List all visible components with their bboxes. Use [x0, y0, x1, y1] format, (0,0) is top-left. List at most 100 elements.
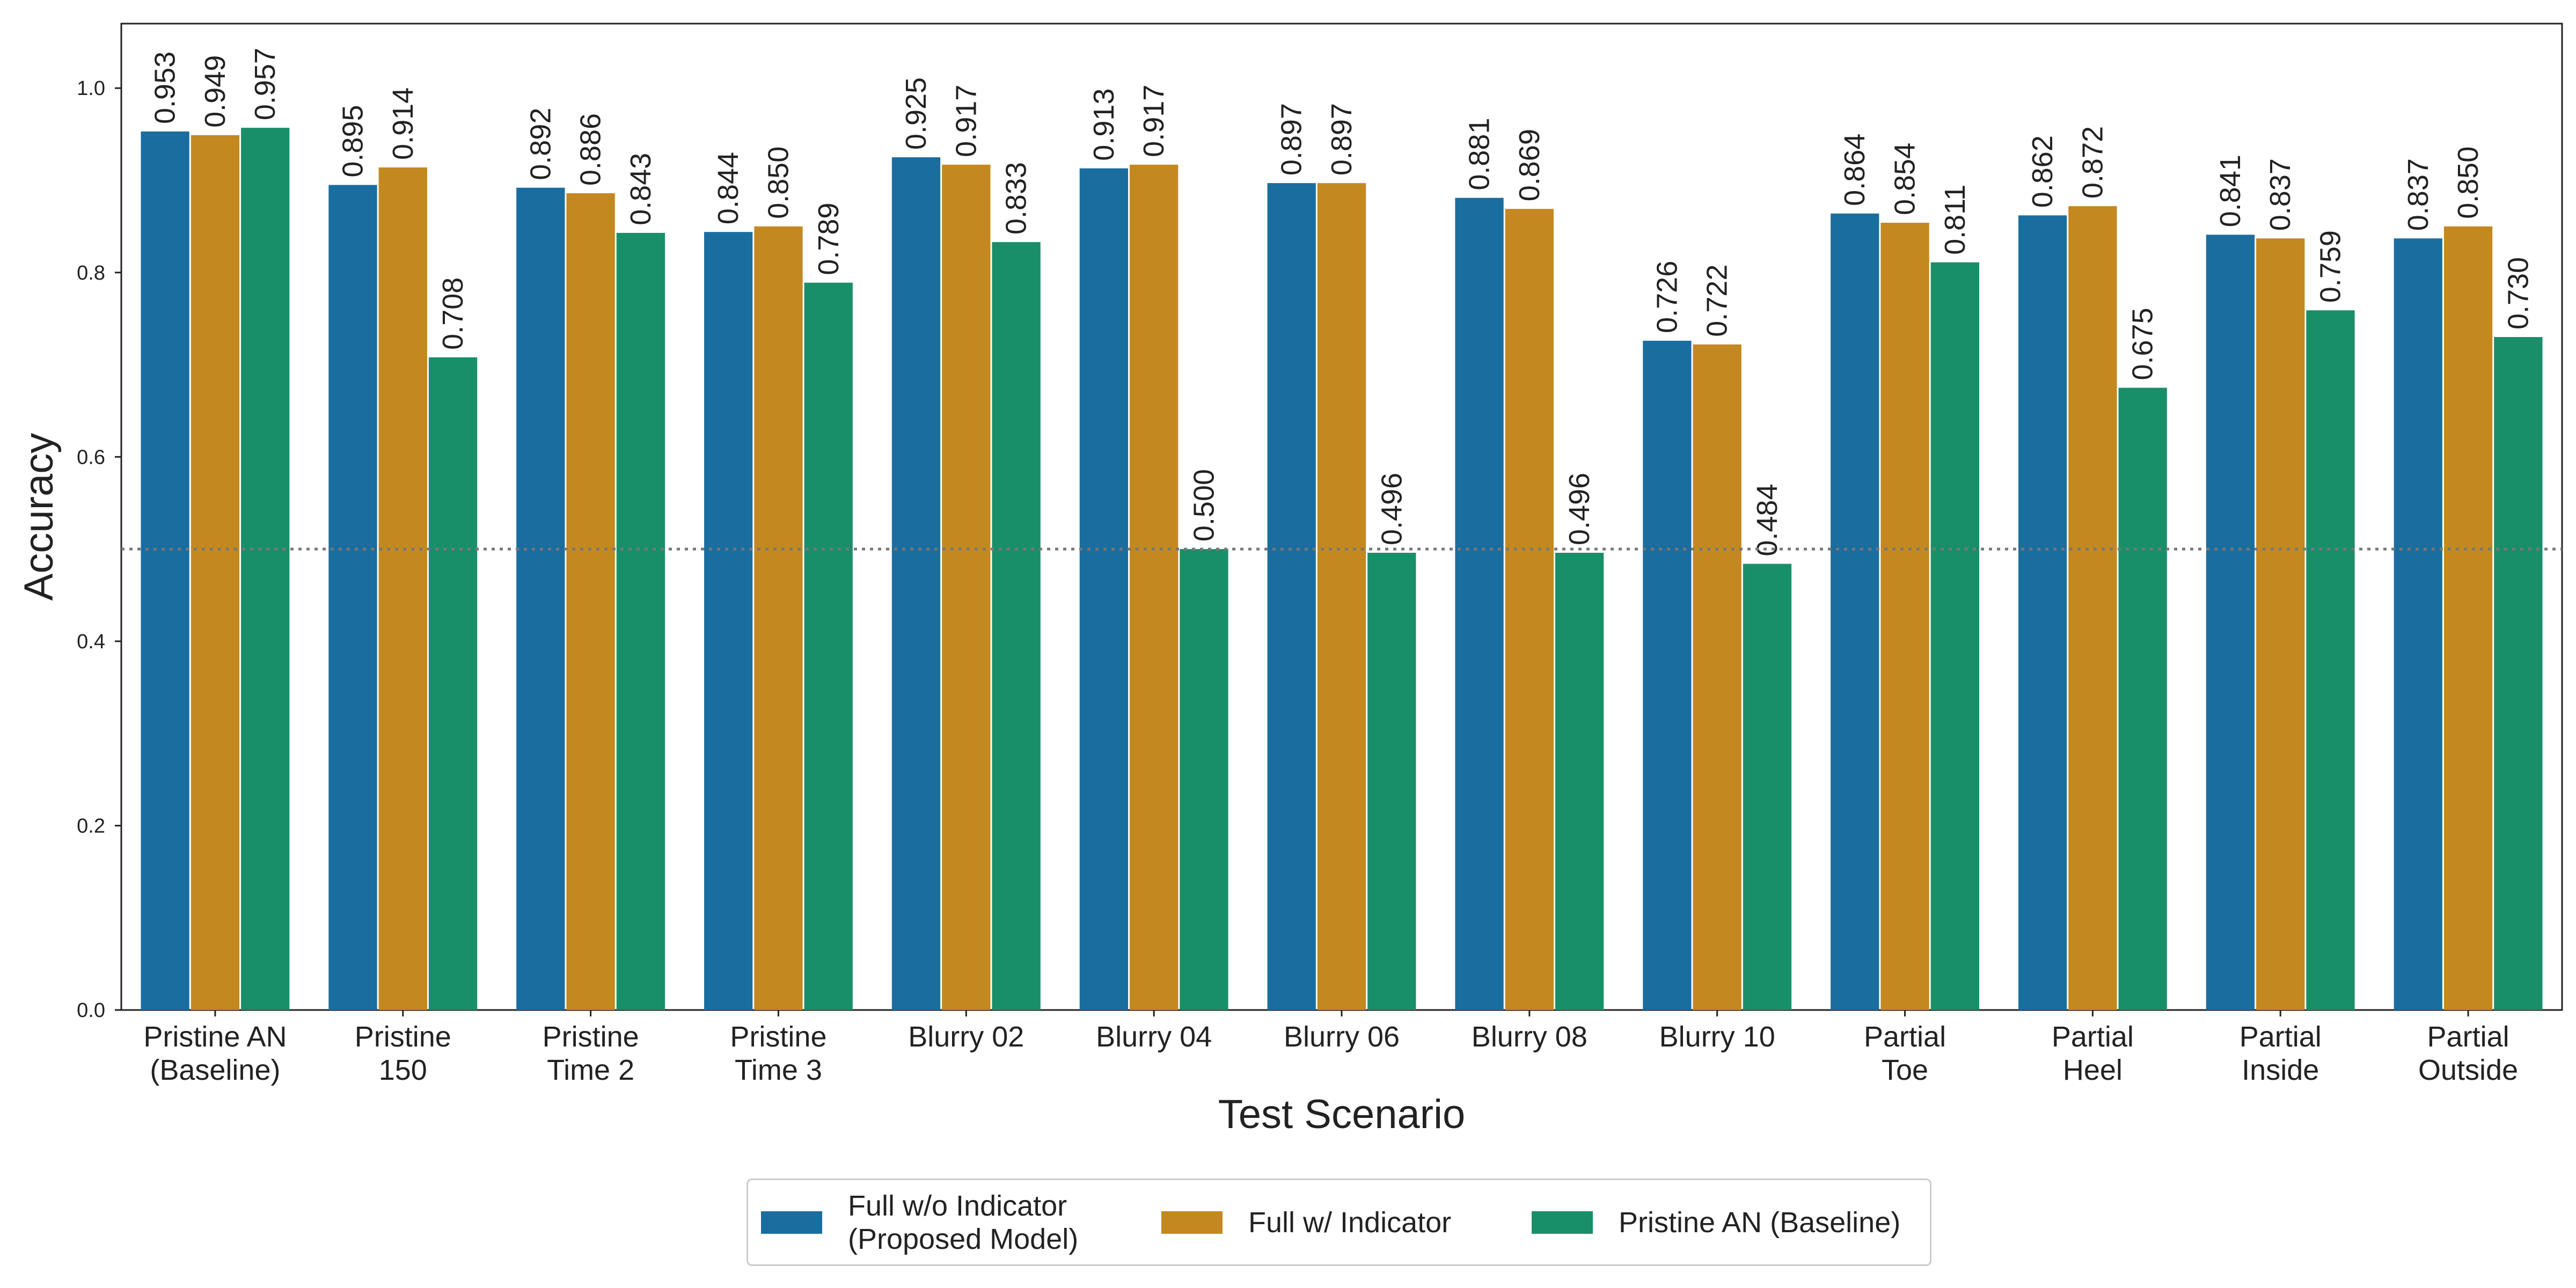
- bar-full-w-o-indicator-pristine-an-baseline: [141, 131, 189, 1011]
- y-tick-label: 0.0: [77, 999, 105, 1022]
- bar-pristine-an-baseline-blurry-08: [1555, 552, 1604, 1010]
- data-label-full-w-o-indicator-blurry-08: 0.881: [1463, 118, 1496, 191]
- data-label-pristine-an-baseline-partial-toe: 0.811: [1939, 185, 1971, 255]
- data-label-pristine-an-baseline-blurry-06: 0.496: [1375, 473, 1408, 545]
- x-tick-label: Time 3: [735, 1054, 822, 1086]
- bar-full-w-o-indicator-partial-toe: [1831, 213, 1879, 1011]
- x-axis: Pristine AN(Baseline)Pristine150Pristine…: [143, 1010, 2518, 1086]
- bar-full-w-indicator-blurry-08: [1505, 209, 1554, 1010]
- data-label-full-w-indicator-pristine-time-3: 0.850: [762, 147, 794, 219]
- x-tick-label: Partial: [1864, 1021, 1946, 1053]
- bar-pristine-an-baseline-blurry-10: [1743, 564, 1792, 1010]
- data-label-full-w-indicator-pristine-150: 0.914: [387, 87, 419, 160]
- bar-full-w-indicator-blurry-10: [1693, 344, 1741, 1010]
- legend-label-full-with-indicator: Full w/ Indicator: [1248, 1206, 1452, 1239]
- bar-full-w-o-indicator-partial-heel: [2018, 215, 2067, 1010]
- x-tick-label: Pristine: [543, 1021, 639, 1053]
- bar-full-w-indicator-blurry-06: [1317, 183, 1366, 1010]
- bar-pristine-an-baseline-partial-outside: [2494, 337, 2543, 1010]
- bar-full-w-indicator-partial-heel: [2068, 206, 2117, 1011]
- bar-full-w-o-indicator-blurry-04: [1079, 168, 1129, 1010]
- data-label-full-w-o-indicator-partial-toe: 0.864: [1839, 134, 1871, 206]
- x-tick-label: Toe: [1882, 1054, 1928, 1086]
- bar-full-w-indicator-pristine-time-2: [566, 193, 615, 1011]
- bar-full-w-o-indicator-blurry-06: [1267, 183, 1316, 1010]
- data-labels-layer: 0.953 0.895 0.892 0.844 0.925 0.913 0.897 0.881…: [149, 48, 2535, 557]
- bar-full-w-indicator-partial-toe: [1880, 223, 1929, 1010]
- x-tick-label: (Baseline): [150, 1054, 280, 1086]
- data-label-pristine-an-baseline-partial-heel: 0.675: [2127, 308, 2159, 380]
- x-tick-label: Heel: [2063, 1054, 2123, 1086]
- bar-full-w-indicator-partial-inside: [2256, 238, 2305, 1010]
- data-label-full-w-o-indicator-blurry-02: 0.925: [900, 77, 932, 150]
- y-tick-label: 0.2: [77, 815, 105, 837]
- data-label-pristine-an-baseline-blurry-04: 0.500: [1188, 469, 1220, 541]
- bar-full-w-indicator-pristine-150: [378, 167, 427, 1010]
- legend-item-full-without-indicator: Full w/o Indicator (Proposed Model): [761, 1189, 1161, 1256]
- bar-full-w-indicator-pristine-an-baseline: [191, 135, 240, 1010]
- bar-full-w-indicator-blurry-04: [1130, 164, 1179, 1010]
- x-tick-label: Partial: [2240, 1021, 2322, 1053]
- x-tick-label: Blurry 04: [1096, 1021, 1212, 1053]
- data-label-full-w-indicator-blurry-02: 0.917: [950, 85, 982, 157]
- data-label-full-w-o-indicator-partial-outside: 0.837: [2402, 158, 2434, 231]
- bar-full-w-o-indicator-blurry-10: [1643, 340, 1692, 1010]
- data-label-pristine-an-baseline-pristine-an-baseline: 0.957: [249, 48, 281, 120]
- bar-pristine-an-baseline-partial-toe: [1930, 262, 1979, 1011]
- data-label-full-w-indicator-blurry-08: 0.869: [1513, 129, 1546, 201]
- x-tick-label: Time 2: [547, 1054, 634, 1086]
- bar-full-w-o-indicator-pristine-time-2: [516, 187, 565, 1010]
- bar-pristine-an-baseline-blurry-04: [1180, 549, 1228, 1010]
- data-label-full-w-indicator-partial-outside: 0.850: [2452, 147, 2484, 219]
- data-label-full-w-indicator-blurry-10: 0.722: [1701, 265, 1733, 337]
- x-axis-title: Test Scenario: [1218, 1092, 1465, 1137]
- bar-full-w-o-indicator-blurry-02: [891, 157, 941, 1011]
- data-label-full-w-indicator-partial-heel: 0.872: [2076, 126, 2109, 199]
- bar-full-w-indicator-pristine-time-3: [754, 226, 803, 1011]
- y-tick-label: 0.6: [77, 446, 105, 469]
- x-tick-label: Pristine AN: [143, 1021, 287, 1053]
- bar-full-w-o-indicator-blurry-08: [1455, 197, 1504, 1011]
- data-label-pristine-an-baseline-pristine-time-2: 0.843: [625, 153, 657, 225]
- x-tick-label: Inside: [2242, 1054, 2319, 1086]
- data-label-pristine-an-baseline-blurry-10: 0.484: [1751, 484, 1783, 556]
- x-tick-label: Blurry 06: [1284, 1021, 1400, 1053]
- bar-pristine-an-baseline-partial-heel: [2118, 387, 2167, 1010]
- data-label-full-w-o-indicator-pristine-time-3: 0.844: [712, 152, 744, 224]
- data-label-full-w-indicator-blurry-04: 0.917: [1138, 85, 1170, 157]
- x-tick-label: 150: [379, 1054, 427, 1086]
- bar-full-w-indicator-partial-outside: [2443, 226, 2493, 1011]
- data-label-full-w-indicator-partial-inside: 0.837: [2264, 158, 2296, 231]
- data-label-pristine-an-baseline-pristine-time-3: 0.789: [813, 203, 845, 275]
- data-label-full-w-o-indicator-blurry-06: 0.897: [1276, 103, 1308, 175]
- x-tick-label: Pristine: [730, 1021, 826, 1053]
- legend-label-pristine-an-baseline: Pristine AN (Baseline): [1619, 1206, 1901, 1239]
- data-label-pristine-an-baseline-blurry-08: 0.496: [1563, 473, 1596, 545]
- x-tick-label: Blurry 08: [1472, 1021, 1587, 1053]
- legend-label-full-without-indicator: Full w/o Indicator (Proposed Model): [848, 1189, 1079, 1255]
- bar-pristine-an-baseline-blurry-06: [1367, 552, 1416, 1010]
- data-label-full-w-o-indicator-blurry-04: 0.913: [1088, 89, 1120, 161]
- bar-full-w-o-indicator-pristine-150: [328, 185, 377, 1011]
- y-axis: 0.0 0.2 0.4 0.6 0.8 1.0: [77, 77, 121, 1022]
- data-label-pristine-an-baseline-partial-inside: 0.759: [2315, 230, 2347, 303]
- x-tick-label: Blurry 02: [908, 1021, 1024, 1053]
- bar-pristine-an-baseline-pristine-time-2: [616, 232, 665, 1010]
- data-label-full-w-o-indicator-partial-inside: 0.841: [2214, 155, 2246, 227]
- y-axis-title: Accuracy: [16, 433, 62, 601]
- bar-full-w-o-indicator-partial-inside: [2206, 235, 2255, 1011]
- bars-layer: [141, 128, 2543, 1011]
- x-tick-label: Outside: [2418, 1054, 2518, 1086]
- data-label-pristine-an-baseline-partial-outside: 0.730: [2502, 257, 2534, 330]
- data-label-full-w-o-indicator-partial-heel: 0.862: [2026, 135, 2059, 208]
- y-tick-label: 0.4: [77, 631, 105, 653]
- bar-full-w-o-indicator-partial-outside: [2394, 238, 2442, 1010]
- bar-pristine-an-baseline-pristine-an-baseline: [241, 128, 290, 1010]
- bar-pristine-an-baseline-pristine-150: [428, 357, 478, 1010]
- bar-full-w-indicator-blurry-02: [942, 164, 991, 1010]
- x-tick-label: Partial: [2427, 1021, 2509, 1053]
- x-tick-label: Pristine: [355, 1021, 451, 1053]
- data-label-full-w-indicator-blurry-06: 0.897: [1326, 103, 1358, 175]
- y-tick-label: 1.0: [77, 77, 105, 100]
